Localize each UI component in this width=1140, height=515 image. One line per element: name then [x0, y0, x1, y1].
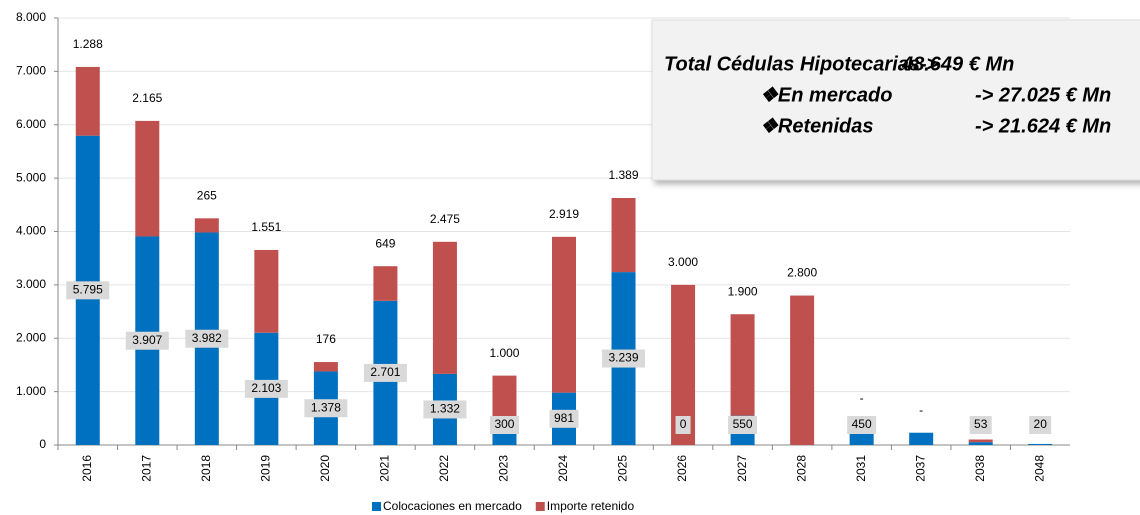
y-tick-label: 4.000 — [16, 224, 46, 238]
value-label-box — [363, 363, 407, 382]
bar-segment — [611, 197, 636, 273]
value-label-box — [549, 409, 579, 428]
value-label-box — [489, 416, 519, 434]
value-label-box — [969, 416, 992, 434]
value-label: 1.389 — [609, 168, 639, 182]
x-tick-label: 2016 — [80, 455, 94, 482]
x-tick-label: 2037 — [913, 455, 927, 482]
y-tick-label: 8.000 — [16, 10, 46, 24]
value-label: 981 — [554, 411, 574, 425]
value-label: 1.000 — [489, 346, 519, 360]
y-tick-label: 3.000 — [16, 277, 46, 291]
bar-segment — [730, 314, 755, 416]
bar-segment — [194, 218, 219, 233]
x-tick-label: 2022 — [437, 455, 451, 482]
value-label: 2.103 — [251, 381, 281, 395]
x-tick-label: 2017 — [139, 455, 153, 482]
x-tick-label: 2027 — [735, 455, 749, 482]
value-label: 649 — [375, 236, 395, 250]
bar-segment — [968, 442, 993, 445]
value-label: 3.239 — [609, 351, 639, 365]
value-label-box — [423, 400, 467, 419]
value-label: 1.288 — [73, 37, 103, 51]
value-label: 2.919 — [549, 207, 579, 221]
value-label: 2.165 — [132, 91, 162, 105]
value-label-box — [125, 331, 169, 350]
value-label: 300 — [494, 417, 514, 431]
value-label-box — [847, 416, 877, 434]
value-label-box — [66, 281, 110, 300]
bar-segment — [313, 362, 338, 372]
annotation-box — [651, 19, 1140, 181]
value-label: - — [860, 391, 864, 405]
bar-segment — [432, 241, 457, 374]
bar-segment — [790, 295, 815, 445]
value-label: 3.907 — [132, 333, 162, 347]
legend-swatch — [535, 502, 545, 511]
x-tick-label: 2024 — [556, 455, 570, 482]
value-label-box — [244, 379, 288, 398]
value-label-box — [304, 399, 348, 418]
value-label-box — [185, 329, 229, 348]
y-tick-label: 2.000 — [16, 330, 46, 344]
annotation-value: 48.649 € Mn — [901, 53, 1014, 75]
value-label: 550 — [733, 417, 753, 431]
bar-segment — [909, 432, 934, 445]
value-label: 5.795 — [73, 283, 103, 297]
value-label: 1.378 — [311, 400, 341, 414]
x-tick-label: 2028 — [794, 455, 808, 482]
annotation-label: ❖Retenidas — [760, 115, 874, 137]
value-label-box — [602, 349, 646, 368]
value-label: 2.475 — [430, 212, 460, 226]
bar-segment — [373, 266, 398, 301]
value-label: 176 — [316, 332, 336, 346]
value-label-box — [728, 416, 758, 434]
y-tick-label: 1.000 — [16, 384, 46, 398]
value-label: 20 — [1034, 417, 1048, 431]
value-label: 1.900 — [728, 284, 758, 298]
annotation-label: Total Cédulas Hipotecarias-> — [664, 53, 939, 75]
value-label: 1.332 — [430, 402, 460, 416]
value-label-box — [675, 416, 691, 434]
y-tick-label: 6.000 — [16, 117, 46, 131]
annotation-label: ❖En mercado — [760, 84, 892, 106]
value-label: 3.982 — [192, 331, 222, 345]
value-label: 0 — [680, 417, 687, 431]
bar-segment — [254, 249, 279, 333]
x-tick-label: 2018 — [199, 455, 213, 482]
value-label: 2.701 — [370, 365, 400, 379]
x-tick-label: 2021 — [378, 455, 392, 482]
value-label: 3.000 — [668, 255, 698, 269]
value-label: 450 — [852, 417, 872, 431]
bar-segment — [135, 120, 160, 237]
annotation-value: -> 21.624 € Mn — [975, 115, 1111, 137]
x-tick-label: 2038 — [973, 455, 987, 482]
value-label: 2.800 — [787, 266, 817, 280]
legend-label: Importe retenido — [547, 499, 635, 513]
value-label-box — [1029, 416, 1052, 434]
annotation-value: -> 27.025 € Mn — [975, 84, 1111, 106]
x-tick-label: 2031 — [854, 455, 868, 482]
bar-segment — [968, 439, 993, 443]
x-tick-label: 2019 — [259, 455, 273, 482]
legend-label: Colocaciones en mercado — [383, 499, 522, 513]
y-tick-label: 5.000 — [16, 170, 46, 184]
x-tick-label: 2023 — [497, 455, 511, 482]
bar-segment — [1028, 443, 1053, 445]
legend-swatch — [372, 502, 381, 511]
x-tick-label: 2025 — [616, 455, 630, 482]
x-tick-label: 2020 — [318, 455, 332, 482]
value-label: - — [919, 403, 923, 417]
bar-segment — [552, 236, 576, 393]
value-label: 265 — [197, 188, 217, 202]
y-tick-label: 7.000 — [16, 64, 46, 78]
value-label: 1.551 — [251, 220, 281, 234]
value-label: 53 — [974, 417, 988, 431]
x-tick-label: 2026 — [675, 455, 689, 482]
x-tick-label: 2048 — [1032, 455, 1046, 482]
y-tick-label: 0 — [39, 437, 46, 451]
bar-segment — [75, 66, 100, 136]
